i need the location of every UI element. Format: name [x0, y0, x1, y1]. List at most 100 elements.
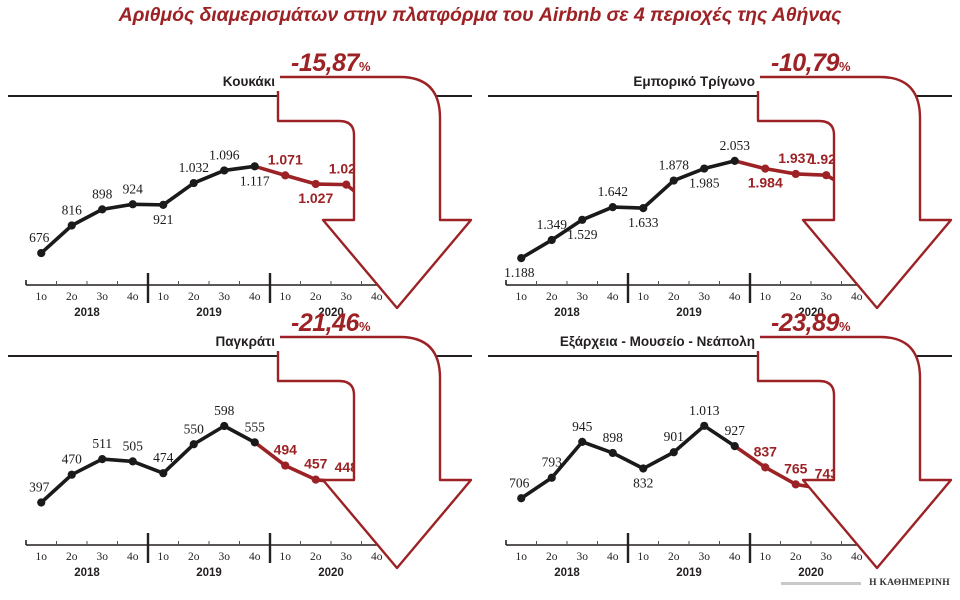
svg-text:1.984: 1.984 [748, 175, 783, 191]
svg-text:1ο: 1ο [638, 551, 650, 563]
change-value: -10,79 [771, 49, 839, 77]
panel-pagkrati: -21,46% Παγκράτι 1ο 2ο 3ο 4ο 1ο 2ο 3ο 4ο 1ο 2ο 3ο 4… [0, 309, 480, 585]
change-percent-exarcheia: -23,89% [771, 309, 850, 338]
panel-title-koukaki: Κουκάκι [217, 74, 280, 91]
svg-text:793: 793 [542, 455, 563, 470]
svg-text:3ο: 3ο [219, 551, 231, 563]
percent-sign: % [838, 59, 851, 74]
svg-text:1ο: 1ο [36, 291, 48, 303]
panel-rule [488, 355, 952, 357]
svg-text:2ο: 2ο [310, 291, 322, 303]
svg-text:2ο: 2ο [546, 291, 558, 303]
panel-rule [8, 95, 472, 97]
svg-text:2020: 2020 [798, 567, 824, 579]
svg-text:4ο: 4ο [127, 551, 139, 563]
svg-text:4ο: 4ο [729, 551, 741, 563]
chart-pagkrati: 1ο 2ο 3ο 4ο 1ο 2ο 3ο 4ο 1ο 2ο 3ο 4ο 2018 2019 2020 397 4… [25, 403, 393, 579]
chart-koukaki: 1ο 2ο 3ο 4ο 1ο 2ο 3ο 4ο 1ο 2ο 3ο 4ο 2018 2019 2020 676 8… [25, 147, 393, 319]
source-name: Η ΚΑΘΗΜΕΡΙΝΗ [869, 578, 950, 588]
svg-text:1.071: 1.071 [268, 151, 303, 167]
svg-text:397: 397 [29, 479, 50, 494]
svg-text:3ο: 3ο [219, 291, 231, 303]
svg-text:2ο: 2ο [188, 291, 200, 303]
svg-text:2ο: 2ο [790, 551, 802, 563]
svg-text:2ο: 2ο [66, 551, 78, 563]
change-percent-pagkrati: -21,46% [291, 309, 370, 338]
svg-text:765: 765 [784, 460, 808, 476]
svg-text:4ο: 4ο [371, 551, 383, 563]
svg-text:3ο: 3ο [341, 551, 353, 563]
svg-text:550: 550 [184, 421, 205, 436]
svg-text:2ο: 2ο [668, 551, 680, 563]
svg-text:4ο: 4ο [127, 291, 139, 303]
svg-text:4ο: 4ο [607, 551, 619, 563]
change-percent-koukaki: -15,87% [291, 49, 370, 78]
down-arrow-icon [755, 72, 960, 312]
svg-text:1.878: 1.878 [659, 158, 690, 173]
svg-text:1ο: 1ο [280, 551, 292, 563]
change-percent-emporiko: -10,79% [771, 49, 850, 78]
svg-text:2019: 2019 [676, 307, 702, 319]
svg-text:505: 505 [123, 438, 144, 453]
svg-text:474: 474 [153, 450, 174, 465]
svg-text:2019: 2019 [676, 567, 702, 579]
page-title: Αριθμός διαμερισμάτων στην πλατφόρμα του… [118, 4, 842, 26]
svg-text:1ο: 1ο [760, 551, 772, 563]
svg-text:898: 898 [603, 430, 624, 445]
svg-text:4ο: 4ο [371, 291, 383, 303]
svg-text:837: 837 [754, 443, 778, 459]
change-value: -15,87 [291, 49, 359, 77]
chart-exarcheia: 1ο 2ο 3ο 4ο 1ο 2ο 3ο 4ο 1ο 2ο 3ο 4ο 2018 2019 2020 706 7… [505, 403, 873, 579]
svg-text:927: 927 [725, 423, 746, 438]
svg-text:2ο: 2ο [310, 551, 322, 563]
percent-sign: % [358, 319, 371, 334]
svg-text:1ο: 1ο [516, 551, 528, 563]
panel-exarcheia: -23,89% Εξάρχεια - Μουσείο - Νεάπολη 1ο 2… [480, 309, 960, 585]
svg-text:3ο: 3ο [699, 551, 711, 563]
svg-text:2020: 2020 [318, 307, 344, 319]
panel-koukaki: -15,87% Κουκάκι 1ο 2ο 3ο 4ο 1ο 2ο 3ο 4ο 1ο 2ο 3ο 4ο… [0, 49, 480, 325]
svg-text:2ο: 2ο [668, 291, 680, 303]
panel-rule [488, 95, 952, 97]
svg-text:2018: 2018 [74, 307, 100, 319]
svg-text:4ο: 4ο [607, 291, 619, 303]
svg-text:3ο: 3ο [821, 291, 833, 303]
svg-text:1.985: 1.985 [689, 176, 720, 191]
svg-text:921: 921 [153, 212, 173, 227]
svg-text:1.188: 1.188 [504, 265, 535, 280]
svg-text:743: 743 [815, 466, 839, 482]
svg-text:3ο: 3ο [97, 291, 109, 303]
svg-text:3ο: 3ο [341, 291, 353, 303]
svg-text:2020: 2020 [798, 307, 824, 319]
svg-text:1ο: 1ο [158, 551, 170, 563]
source-credit: Η ΚΑΘΗΜΕΡΙΝΗ [781, 578, 950, 588]
svg-text:2.053: 2.053 [720, 138, 751, 153]
svg-text:1.027: 1.027 [298, 190, 333, 206]
svg-text:494: 494 [274, 442, 298, 458]
svg-text:4ο: 4ο [851, 551, 863, 563]
svg-text:3ο: 3ο [699, 291, 711, 303]
svg-text:706: 706 [509, 475, 530, 490]
svg-text:4ο: 4ο [729, 291, 741, 303]
svg-text:457: 457 [304, 456, 328, 472]
svg-text:470: 470 [62, 452, 83, 467]
svg-text:598: 598 [214, 403, 235, 418]
svg-text:4ο: 4ο [249, 551, 261, 563]
svg-text:4ο: 4ο [851, 291, 863, 303]
svg-text:511: 511 [92, 436, 112, 451]
svg-text:2019: 2019 [196, 567, 222, 579]
svg-text:1.937: 1.937 [778, 150, 813, 166]
svg-text:1ο: 1ο [36, 551, 48, 563]
svg-text:2018: 2018 [554, 567, 580, 579]
down-arrow-icon [755, 332, 960, 572]
svg-text:1ο: 1ο [638, 291, 650, 303]
svg-text:1.013: 1.013 [689, 403, 720, 418]
svg-text:4ο: 4ο [249, 291, 261, 303]
svg-text:1ο: 1ο [158, 291, 170, 303]
svg-text:898: 898 [92, 186, 113, 201]
panel-rule [8, 355, 472, 357]
svg-text:1ο: 1ο [516, 291, 528, 303]
down-arrow-icon [275, 72, 480, 312]
svg-text:2ο: 2ο [790, 291, 802, 303]
